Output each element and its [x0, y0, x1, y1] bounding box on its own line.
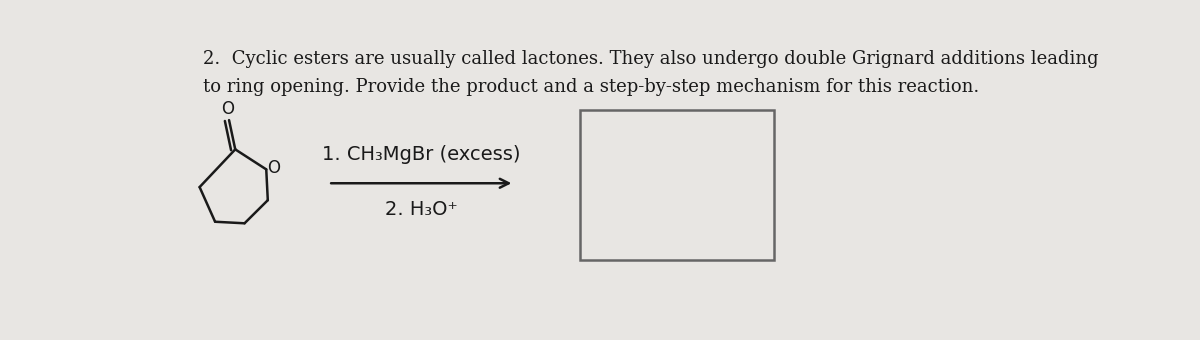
- Text: O: O: [266, 159, 280, 177]
- Text: O: O: [221, 100, 234, 118]
- Bar: [580, 110, 774, 260]
- Text: 2. H₃O⁺: 2. H₃O⁺: [385, 200, 457, 219]
- Text: 1. CH₃MgBr (excess): 1. CH₃MgBr (excess): [322, 145, 521, 164]
- Text: 2.  Cyclic esters are usually called lactones. They also undergo double Grignard: 2. Cyclic esters are usually called lact…: [203, 50, 1098, 68]
- Text: to ring opening. Provide the product and a step-by-step mechanism for this react: to ring opening. Provide the product and…: [203, 78, 979, 96]
